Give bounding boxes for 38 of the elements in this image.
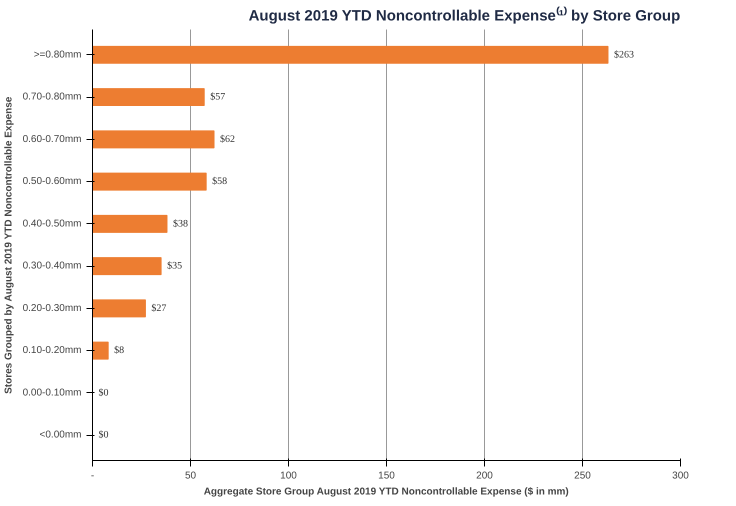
y-tick-label: <0.00mm (40, 430, 82, 441)
bar (92, 46, 608, 64)
bar (92, 342, 109, 360)
bar (92, 130, 215, 148)
data-label: $27 (151, 302, 166, 314)
x-axis-title: Aggregate Store Group August 2019 YTD Noncontrollable Expense ($ in mm) (204, 486, 569, 498)
data-label: $62 (220, 134, 236, 145)
y-tick-label: 0.30-0.40mm (22, 260, 82, 272)
chart-title: August 2019 YTD Noncontrollable Expense⁽¹⁾ by Store Group (248, 6, 680, 24)
y-tick-label: 0.60-0.70mm (22, 134, 82, 145)
data-label: $35 (167, 260, 182, 272)
data-label: $0 (98, 387, 108, 398)
y-tick-label: 0.10-0.20mm (22, 345, 82, 356)
x-tick-label: 200 (476, 470, 494, 482)
bar (92, 257, 162, 276)
data-label: $8 (114, 345, 124, 356)
x-tick-label: 150 (378, 470, 396, 482)
y-tick-label: 0.00-0.10mm (22, 387, 82, 398)
x-tick-label: 50 (184, 470, 196, 482)
bar (92, 299, 146, 318)
x-tick-label: 300 (672, 470, 690, 482)
y-tick-label: 0.70-0.80mm (22, 92, 82, 103)
x-tick-label: 250 (574, 470, 592, 482)
data-label: $0 (98, 430, 108, 441)
y-tick-label: 0.50-0.60mm (22, 176, 82, 188)
data-label: $263 (614, 49, 634, 60)
data-label: $58 (212, 176, 228, 188)
bar (92, 214, 168, 233)
x-tick-label: 100 (280, 470, 298, 482)
y-axis-title: Stores Grouped by August 2019 YTD Noncontrollable Expense (4, 96, 15, 394)
bar (92, 172, 207, 191)
y-tick-label: >=0.80mm (34, 49, 82, 60)
y-tick-label: 0.40-0.50mm (22, 218, 82, 230)
data-label: $38 (172, 218, 188, 230)
x-tick-label: - (90, 470, 94, 482)
bar (92, 88, 205, 106)
data-label: $57 (210, 92, 226, 103)
y-tick-label: 0.20-0.30mm (22, 302, 82, 314)
